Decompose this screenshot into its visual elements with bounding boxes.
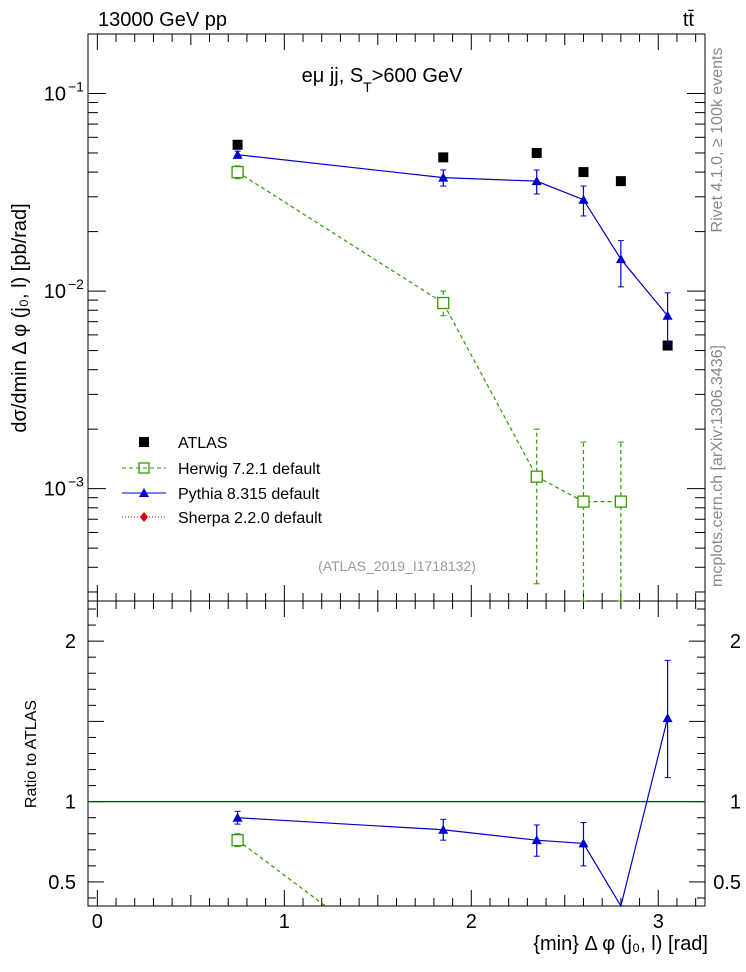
ratio-ytick-label-left: 1: [65, 792, 76, 814]
legend-pythia-marker: [139, 488, 149, 497]
ratio-ticks: 0 1 2 3 0.5 0.5 1 1 2 2: [48, 601, 741, 933]
ratio-pythia-point: [232, 812, 243, 822]
rivet-label: Rivet 4.1.0, ≥ 100k events: [709, 48, 726, 233]
ratio-ytick-label-right: 1: [730, 792, 741, 814]
ratio-ytick-label-right: 2: [730, 631, 741, 653]
main-herwig-point: [231, 165, 244, 179]
main-pythia-point: [531, 176, 542, 186]
ratio-xtick-label: 0: [92, 911, 103, 933]
main-pythia-point: [615, 254, 626, 264]
legend: ATLAS Herwig 7.2.1 default Pythia 8.315 …: [122, 435, 323, 527]
main-herwig-point: [437, 296, 450, 310]
legend-herwig-marker: [138, 462, 150, 474]
main-pythia-line: [237, 154, 669, 317]
main-pythia-point: [578, 194, 589, 204]
mcplots-label: mcplots.cern.ch [arXiv:1306.3436]: [709, 345, 726, 587]
main-herwig-point: [577, 495, 590, 508]
legend-sherpa-label: Sherpa 2.2.0 default: [178, 510, 323, 527]
main-series: [231, 139, 673, 602]
ratio-xtick-label: 1: [279, 911, 290, 933]
ratio-ytick-label-right: 0.5: [713, 872, 741, 894]
main-pythia-point: [662, 310, 673, 320]
ratio-pythia-point: [438, 824, 449, 834]
main-ytick-exponent: −1: [68, 78, 84, 94]
ratio-xtick-label: 3: [653, 911, 664, 933]
main-title: eμ jj, ST>600 GeV: [302, 65, 463, 95]
main-title-text: eμ jj, S: [302, 65, 364, 87]
main-ytick-label: 10: [44, 281, 66, 303]
ratio-xlabel: {min} Δ φ (j₀, l) [rad]: [533, 933, 708, 955]
main-ytick-label: 10: [44, 83, 66, 105]
header-right: tt̄: [683, 9, 695, 31]
legend-sherpa-marker: [140, 512, 148, 522]
main-pythia-point: [438, 172, 449, 182]
main-atlas-point: [578, 167, 589, 178]
main-title-sub: T: [363, 79, 372, 95]
ratio-pythia-point: [662, 713, 673, 723]
ratio-plot-frame: [87, 600, 706, 907]
legend-herwig-label: Herwig 7.2.1 default: [178, 461, 321, 478]
legend-atlas-marker: [139, 437, 149, 447]
main-ytick-exponent: −2: [68, 276, 84, 292]
main-atlas-point: [232, 139, 243, 150]
main-ticks: 10−310−210−1: [44, 33, 705, 601]
ratio-herwig-line: [237, 839, 326, 907]
main-atlas-point: [438, 152, 449, 163]
main-title-tail: >600 GeV: [372, 65, 463, 87]
header-left: 13000 GeV pp: [98, 9, 227, 31]
ratio-xtick-label: 2: [466, 911, 477, 933]
ratio-pythia-point: [578, 838, 589, 848]
main-herwig-point: [614, 495, 628, 508]
main-pythia-point: [232, 149, 243, 159]
main-ylabel: dσ/dmin Δ φ (j₀, l) [pb/rad]: [9, 203, 31, 432]
ratio-ylabel: Ratio to ATLAS: [23, 700, 40, 808]
main-atlas-point: [615, 176, 626, 187]
main-ytick-label: 10: [44, 479, 66, 501]
main-herwig-point: [530, 470, 543, 483]
ratio-pythia-line: [237, 718, 669, 908]
legend-atlas-label: ATLAS: [178, 435, 228, 452]
ratio-ytick-label-left: 0.5: [48, 872, 76, 894]
main-atlas-point: [662, 340, 673, 351]
ratio-pythia-point: [531, 835, 542, 845]
ratio-series: [231, 659, 673, 908]
main-atlas-point: [531, 147, 542, 158]
watermark: (ATLAS_2019_I1718132): [318, 558, 476, 574]
ratio-ytick-label-left: 2: [65, 631, 76, 653]
legend-pythia-label: Pythia 8.315 default: [178, 486, 320, 503]
main-herwig-line: [237, 171, 621, 503]
ratio-herwig-point: [231, 834, 244, 847]
main-ylabel-text: dσ/dmin Δ φ (j₀, l) [pb/rad]: [9, 203, 31, 432]
main-ytick-exponent: −3: [68, 474, 84, 490]
